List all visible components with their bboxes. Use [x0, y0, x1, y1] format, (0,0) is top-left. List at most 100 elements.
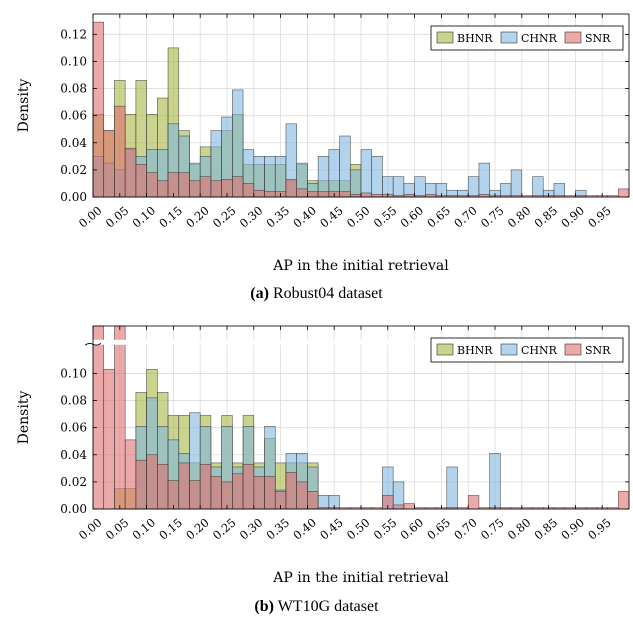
bar-chnr-33 [446, 466, 458, 510]
xtick-label: 0.50 [344, 203, 373, 230]
bar-snr-8 [178, 462, 190, 510]
xtick-label: 0.80 [505, 515, 534, 542]
ytick-label: 0.08 [60, 82, 87, 96]
xtick-label: 0.75 [478, 515, 507, 542]
ytick-label: 0.02 [60, 163, 87, 177]
bar-snr-19 [296, 481, 308, 510]
bar-snr-16 [264, 191, 276, 198]
xtick-label: 0.60 [398, 203, 427, 230]
xtick-label: 0.45 [317, 203, 346, 230]
ytick-label: 0.06 [60, 421, 87, 435]
xtick-label: 0.35 [264, 203, 293, 230]
xtick-label: 0.55 [371, 515, 400, 542]
bar-snr-3 [124, 439, 137, 510]
x-axis-label: AP in the initial retrieval [272, 258, 449, 274]
bar-snr-10 [199, 176, 212, 198]
caption-a: (a) Robust04 dataset [0, 285, 633, 303]
chart-wt10g: 0.000.020.040.060.080.100.000.050.100.15… [16, 325, 631, 586]
xtick-label: 0.30 [237, 203, 266, 230]
xtick-label: 0.90 [558, 203, 587, 230]
x-axis-label: AP in the initial retrieval [272, 570, 449, 586]
bar-snr-3 [124, 147, 137, 198]
bar-snr-5 [146, 172, 158, 198]
legend-label-snr: SNR [585, 32, 611, 45]
bar-snr-15 [253, 476, 265, 510]
bar-snr-9 [189, 180, 201, 198]
xtick-label: 0.90 [558, 515, 587, 542]
bar-snr-26 [371, 193, 383, 198]
bar-snr-2 [114, 105, 126, 198]
xtick-label: 0.10 [130, 515, 159, 542]
caption-b-tag: (b) [254, 598, 274, 615]
xtick-label: 0.55 [371, 203, 400, 230]
xtick-label: 0.20 [183, 515, 212, 542]
legend-label-bhnr: BHNR [457, 344, 493, 357]
bar-chnr-21 [317, 156, 330, 198]
bar-snr-20 [307, 191, 319, 198]
xtick-label: 0.75 [478, 203, 507, 230]
legend-swatch-bhnr [436, 343, 454, 356]
ytick-label: 0.00 [60, 190, 87, 204]
xtick-label: 0.00 [76, 203, 105, 230]
ytick-label: 0.04 [60, 136, 87, 150]
bar-snr-13 [232, 473, 244, 510]
legend-swatch-snr [564, 31, 582, 44]
bar-snr-49 [617, 188, 630, 198]
bar-chnr-22 [328, 149, 340, 198]
caption-a-tag: (a) [250, 285, 269, 302]
bar-chnr-25 [360, 149, 373, 198]
xtick-label: 0.60 [398, 515, 427, 542]
bar-snr-6 [157, 463, 169, 510]
bar-chnr-43 [553, 183, 565, 198]
xtick-label: 0.15 [156, 515, 185, 542]
xtick-label: 0.65 [424, 203, 453, 230]
bar-snr-10 [199, 463, 212, 510]
xtick-label: 0.95 [585, 515, 614, 542]
legend-swatch-bhnr [436, 31, 454, 44]
bar-chnr-35 [467, 176, 480, 198]
ytick-label: 0.10 [60, 54, 87, 68]
xtick-label: 0.35 [264, 515, 293, 542]
ytick-label: 0.12 [60, 27, 87, 41]
xtick-label: 0.30 [237, 515, 266, 542]
bar-snr-20 [307, 491, 319, 510]
ytick-label: 0.02 [60, 475, 87, 489]
legend-swatch-chnr [500, 31, 518, 44]
bar-chnr-21 [317, 495, 330, 510]
bar-chnr-39 [510, 169, 523, 198]
bar-snr-1 [103, 130, 115, 198]
bar-snr-35 [467, 495, 480, 510]
bar-chnr-16 [264, 156, 276, 198]
bar-chnr-28 [392, 176, 405, 198]
xtick-label: 0.05 [103, 515, 132, 542]
bar-snr-8 [178, 172, 190, 198]
xtick-label: 0.10 [130, 203, 159, 230]
bar-snr-6 [157, 180, 169, 198]
bar-snr-29 [403, 193, 415, 198]
bar-snr-24 [349, 193, 362, 198]
bar-chnr-23 [339, 135, 351, 198]
xtick-label: 0.50 [344, 515, 373, 542]
bar-snr-49 [617, 491, 630, 510]
bar-snr-4 [135, 164, 147, 198]
bar-chnr-41 [532, 176, 544, 198]
caption-b: (b) WT10G dataset [0, 598, 633, 616]
chart-robust04: 0.000.020.040.060.080.100.120.000.050.10… [16, 13, 630, 274]
bar-snr-18 [285, 179, 297, 198]
y-axis-label: Density [16, 391, 32, 445]
bar-snr-25 [360, 192, 373, 198]
xtick-label: 0.95 [585, 203, 614, 230]
legend-label-chnr: CHNR [521, 32, 558, 45]
xtick-label: 0.25 [210, 515, 239, 542]
bar-snr-29 [403, 503, 415, 510]
bar-snr-23 [339, 191, 351, 198]
xtick-label: 0.65 [424, 515, 453, 542]
bar-chnr-17 [274, 156, 287, 198]
ytick-label: 0.00 [60, 502, 87, 516]
bar-chnr-26 [371, 156, 383, 198]
bar-chnr-30 [414, 176, 426, 198]
xtick-label: 0.45 [317, 515, 346, 542]
xtick-label: 0.25 [210, 203, 239, 230]
xtick-label: 0.85 [532, 203, 561, 230]
y-axis-label: Density [16, 79, 32, 133]
